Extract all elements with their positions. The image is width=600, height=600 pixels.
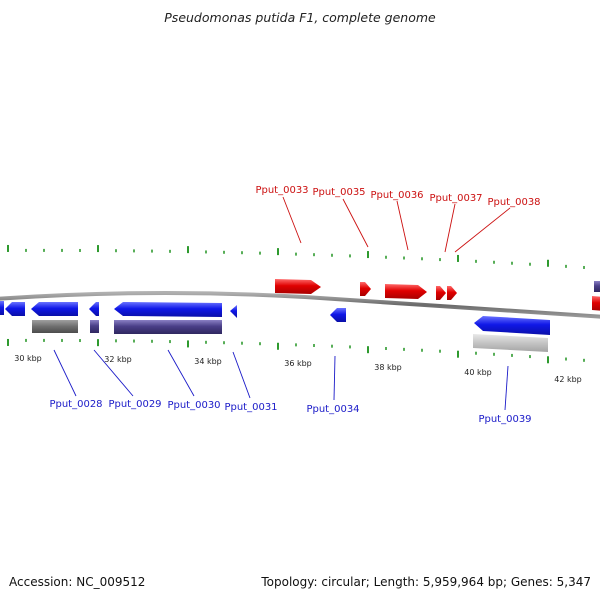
gene-pput-0036[interactable] (385, 284, 427, 299)
leader-line (444, 203, 456, 253)
leader-line (454, 207, 511, 253)
scale-label: 42 kbp (554, 375, 582, 384)
leader-line (396, 200, 409, 251)
gene-label[interactable]: Pput_0030 (167, 400, 220, 411)
gene-pput-0034[interactable] (330, 308, 346, 322)
gene-pput-0037[interactable] (436, 286, 446, 300)
cds-block-0030 (114, 320, 222, 334)
gene-reverse-a[interactable] (5, 302, 25, 316)
scale-label: 40 kbp (464, 368, 492, 377)
gene-pput-0030[interactable] (114, 302, 222, 317)
cds-block-0029 (90, 320, 99, 333)
gene-offscreen-right[interactable] (592, 296, 600, 311)
gene-label[interactable]: Pput_0031 (224, 402, 277, 413)
scale-label: 38 kbp (374, 363, 402, 372)
gene-pput-0038[interactable] (447, 286, 457, 300)
leader-line (504, 365, 509, 411)
leader-line (53, 349, 77, 397)
scale-label: 34 kbp (194, 357, 222, 366)
leader-line (342, 198, 369, 248)
gene-label[interactable]: Pput_0036 (370, 190, 423, 201)
pseudo-block-0028 (32, 320, 78, 333)
gene-label[interactable]: Pput_0028 (49, 399, 102, 410)
gene-label[interactable]: Pput_0039 (478, 414, 531, 425)
accession-text: Accession: NC_009512 (9, 575, 146, 589)
gene-label[interactable]: Pput_0034 (306, 404, 359, 415)
forward-tick-row (7, 244, 585, 269)
scale-label: 32 kbp (104, 355, 132, 364)
genome-title: Pseudomonas putida F1, complete genome (164, 10, 436, 25)
gene-pput-0029[interactable] (89, 302, 99, 316)
leader-line (232, 351, 251, 399)
gene-label[interactable]: Pput_0033 (255, 185, 308, 196)
leader-line (167, 349, 195, 397)
leader-line (333, 355, 336, 401)
leader-line (282, 196, 302, 244)
gene-pput-0035[interactable] (360, 282, 371, 296)
genome-summary-text: Topology: circular; Length: 5,959,964 bp… (261, 575, 591, 589)
scale-labels: 30 kbp 32 kbp 34 kbp 36 kbp 38 kbp 40 kb… (14, 354, 582, 384)
feature-blocks (32, 320, 548, 352)
gene-offscreen-left[interactable] (0, 301, 4, 315)
gene-purple-right[interactable] (594, 281, 600, 292)
genome-backbone (0, 290, 600, 319)
light-block-0039 (473, 334, 548, 352)
gene-label[interactable]: Pput_0029 (108, 399, 161, 410)
scale-label: 36 kbp (284, 359, 312, 368)
forward-genes (275, 279, 600, 311)
gene-label[interactable]: Pput_0038 (487, 197, 540, 208)
gene-pput-0039[interactable] (474, 316, 550, 335)
scale-label: 30 kbp (14, 354, 42, 363)
reverse-genes (0, 281, 600, 335)
gene-label[interactable]: Pput_0037 (429, 193, 482, 204)
leader-line (93, 349, 134, 397)
reverse-gene-labels: Pput_0028 Pput_0029 Pput_0030 Pput_0031 … (49, 349, 532, 425)
gene-pput-0033[interactable] (275, 279, 321, 294)
reverse-tick-row (7, 338, 585, 364)
gene-pput-0028[interactable] (31, 302, 78, 316)
gene-label[interactable]: Pput_0035 (312, 187, 365, 198)
forward-gene-labels: Pput_0033 Pput_0035 Pput_0036 Pput_0037 … (255, 185, 541, 253)
gene-pput-0031[interactable] (230, 305, 237, 318)
